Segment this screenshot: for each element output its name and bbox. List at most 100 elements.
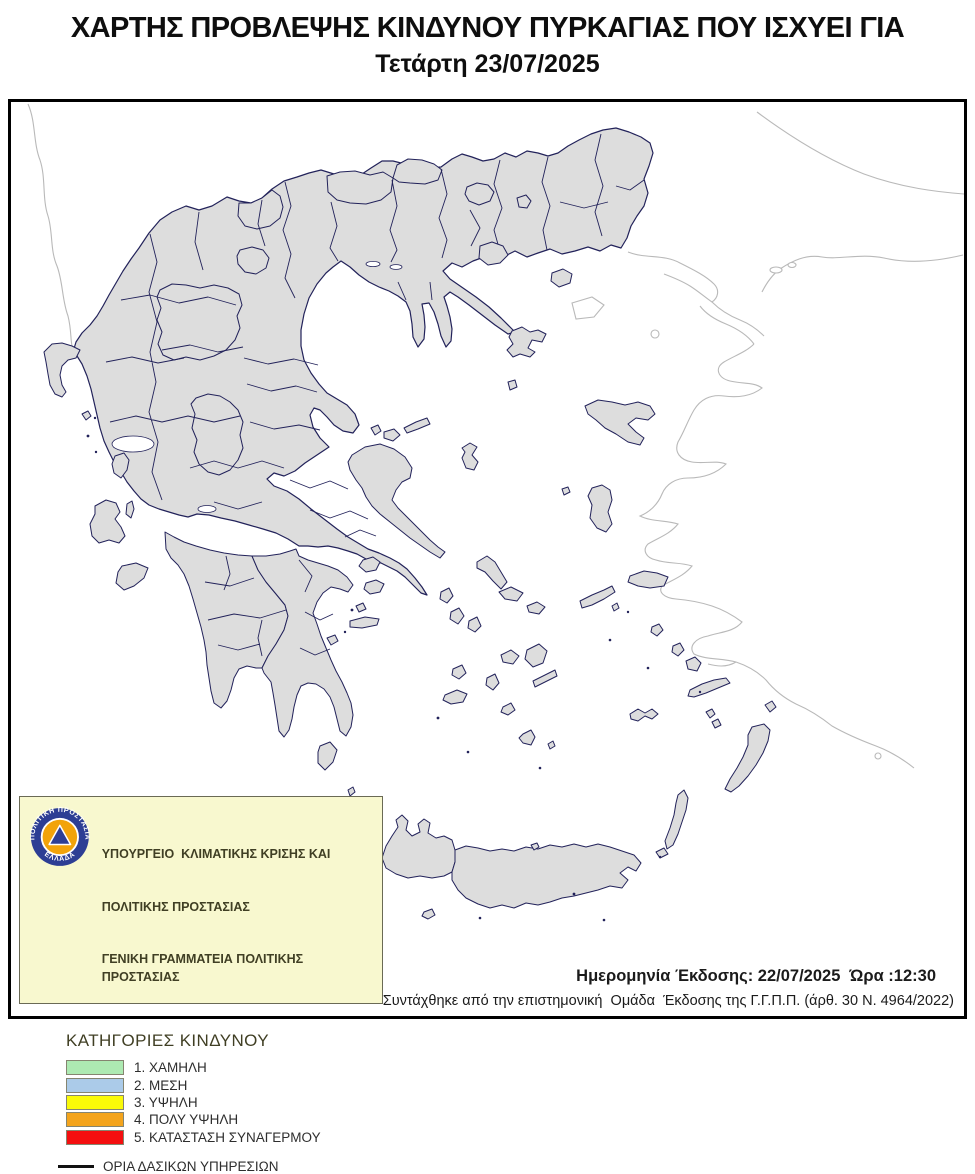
region-gavdos [421,908,436,920]
region-andros [476,555,508,590]
region-sifnos [485,673,500,691]
meis-outline [874,752,882,760]
region-skiathos [370,424,382,436]
islet-dots [86,416,702,922]
region-corfu [43,342,81,398]
lake-koronia [365,260,381,267]
region-kythira [317,741,338,771]
legend-row-high: 3. ΥΨΗΛΗ [66,1094,382,1111]
imbros-outline [571,296,605,320]
region-chios [587,484,613,533]
region-tinos [498,586,524,602]
region-crete-west [381,814,456,879]
region-nisyros [705,708,716,719]
region-karpathos [664,789,689,850]
turkey-blacksea-outline [756,111,964,195]
region-peloponnese-east [251,548,354,738]
region-salamina [358,556,381,573]
region-ios [500,702,516,716]
region-agios-efstratios [507,379,518,391]
region-samos [627,570,669,589]
region-antikythera [347,786,356,797]
dardanelles-outline-1 [711,301,765,337]
turkey-gallipoli-outline [627,251,719,303]
region-serifos [451,664,467,680]
region-dia [530,842,540,851]
neighbor-outlines [27,103,964,769]
region-thasos [478,241,509,266]
greece-regions [43,127,777,922]
region-kos [687,677,731,698]
region-skopelos [383,428,401,442]
region-kea [439,587,454,604]
map-title: ΧΑΡΤΗΣ ΠΡΟΒΛΕΨΗΣ ΚΙΝΔΥΝΟΥ ΠΥΡΚΑΓΙΑΣ ΠΟΥ … [0,12,975,79]
greece-fire-risk-map [27,103,964,922]
anatolia-coast-outline [638,343,915,769]
legend-row-medium: 2. ΜΕΣΗ [66,1076,382,1093]
region-aegina [363,579,385,595]
region-milos [442,689,468,705]
region-skyros [461,442,479,471]
logo-triangle-icon [48,824,72,846]
region-spetses [326,634,339,646]
legend-category-label: 1. ΧΑΜΗΛΗ [134,1060,207,1076]
legend-row-alert: 5. ΚΑΤΑΣΤΑΣΗ ΣΥΝΑΓΕΡΜΟΥ [66,1129,382,1146]
region-hydra [349,616,380,629]
legend-category-label: 5. ΚΑΤΑΣΤΑΣΗ ΣΥΝΑΓΕΡΜΟΥ [134,1129,321,1145]
marmara-island-outline-2 [787,261,797,269]
marmara-island-outline [769,266,783,274]
swatch-high [66,1094,124,1110]
region-anafi [547,740,556,750]
region-ithaki [125,500,135,519]
agency-line: ΠΟΛΙΤΙΚΗΣ ΠΡΟΣΤΑΣΙΑΣ [101,899,250,914]
legend-category-label: 2. ΜΕΣΗ [134,1077,188,1093]
region-limnos [506,326,547,358]
region-samothraki [550,268,573,288]
legend-category-rows: 1. ΧΑΜΗΛΗ 2. ΜΕΣΗ 3. ΥΨΗΛΗ 4. ΠΟΛΥ ΥΨΗΛΗ… [66,1059,382,1146]
title-line-2: Τετάρτη 23/07/2025 [375,50,600,78]
svg-text:ΕΛΛΑΔΑ: ΕΛΛΑΔΑ [43,850,77,863]
boundary-line-sample [58,1165,94,1168]
region-kefalonia [89,499,126,544]
swatch-alert [66,1129,124,1145]
civil-protection-logo: ΠΟΛΙΤΙΚΗ ΠΡΟΣΤΑΣΙΑ ΕΛΛΑΔΑ [30,806,90,866]
legend-row-very-high: 4. ΠΟΛΥ ΥΨΗΛΗ [66,1111,382,1128]
legend-category-label: 4. ΠΟΛΥ ΥΨΗΛΗ [134,1112,239,1128]
lake-trichonida [197,505,217,513]
region-amorgos [532,669,558,688]
region-poros [355,602,367,613]
region-lesvos [584,399,656,446]
lake-volvi [389,264,403,270]
logo-text-bottom: ΕΛΛΑΔΑ [43,850,76,863]
legend-agency-text: ΥΠΟΥΡΓΕΙΟ ΚΛΙΜΑΤΙΚΗΣ ΚΡΙΣΗΣ ΚΑΙ ΠΟΛΙΤΙΚΗ… [102,806,374,1021]
dardanelles-outline-2 [699,305,755,345]
albania-coast-outline [27,103,74,351]
tenedos-outline [650,329,660,339]
region-evrytania [190,393,244,476]
region-crete-east [451,843,642,909]
region-alonissos [403,417,431,434]
forest-boundary-row: ΟΡΙΑ ΔΑΣΙΚΩΝ ΥΠΗΡΕΣΙΩΝ [58,1159,382,1174]
swatch-low [66,1060,124,1076]
swatch-medium [66,1077,124,1093]
region-paros [500,649,520,665]
agency-line: ΥΠΟΥΡΓΕΙΟ ΚΛΙΜΑΤΙΚΗΣ ΚΡΙΣΗΣ ΚΑΙ [101,847,331,861]
datca-peninsula-outline [707,661,737,667]
region-kilkis [326,170,394,205]
region-zakynthos [115,562,149,591]
region-evia [347,443,446,559]
region-leros [671,642,685,657]
region-kalymnos [685,656,702,672]
issue-date-text: Ημερομηνία Έκδοσης: 22/07/2025 Ώρα :12:3… [576,967,936,985]
region-lefkada [111,452,130,479]
legend-box: ΠΟΛΙΤΙΚΗ ΠΡΟΣΤΑΣΙΑ ΕΛΛΑΔΑ ΥΠΟΥΡΓΕΙΟ ΚΛΙΜ… [19,796,383,1174]
region-astypalea [629,708,659,722]
region-psara [561,486,571,496]
legend-row-low: 1. ΧΑΜΗΛΗ [66,1059,382,1076]
region-patmos [650,623,664,637]
region-xanthi-hills [516,194,532,209]
region-ikaria [579,585,616,609]
region-paxoi [81,410,92,421]
region-voio [236,246,270,275]
region-santorini [518,729,536,746]
